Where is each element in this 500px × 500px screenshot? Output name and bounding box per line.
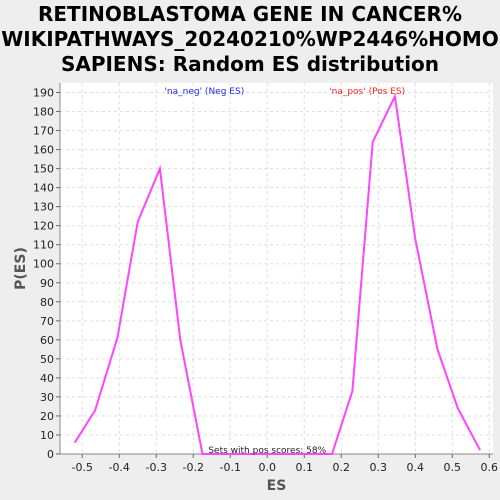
x-tick-label: -0.3 bbox=[145, 461, 166, 474]
y-tick-label: 170 bbox=[33, 125, 54, 138]
series-line bbox=[73, 92, 481, 455]
chart-title: RETINOBLASTOMA GENE IN CANCER% WIKIPATHW… bbox=[0, 2, 500, 77]
title-line: SAPIENS: Random ES distribution bbox=[60, 52, 440, 76]
annotation-label: 'na_neg' (Neg ES) bbox=[164, 87, 244, 97]
x-tick-label: 0.3 bbox=[370, 461, 388, 474]
y-tick-label: 40 bbox=[40, 372, 54, 385]
y-tick-label: 90 bbox=[40, 277, 54, 290]
x-tick-label: -0.1 bbox=[220, 461, 241, 474]
x-tick-label: -0.2 bbox=[182, 461, 203, 474]
y-tick-label: 160 bbox=[33, 144, 54, 157]
x-tick-label: 0.6 bbox=[481, 461, 499, 474]
y-tick-label: 110 bbox=[33, 239, 54, 252]
annotation-label: Sets with pos scores: 58% bbox=[208, 446, 326, 456]
y-tick-label: 0 bbox=[47, 448, 54, 461]
y-ticks: 0 10 20 30 40 50 60 70 80 90 100 110 120 130 140 150 160… bbox=[33, 87, 60, 461]
y-tick-label: 120 bbox=[33, 220, 54, 233]
title-line: WIKIPATHWAYS_20240210%WP2446%HOMO bbox=[1, 27, 499, 51]
y-tick-label: 60 bbox=[40, 334, 54, 347]
y-tick-label: 80 bbox=[40, 296, 54, 309]
plot-area bbox=[60, 83, 493, 454]
y-tick-label: 30 bbox=[40, 391, 54, 404]
annotations: 'na_neg' (Neg ES) 'na_pos' (Pos ES) Sets w… bbox=[164, 87, 405, 456]
x-tick-label: 0.4 bbox=[407, 461, 425, 474]
y-tick-label: 150 bbox=[33, 163, 54, 176]
title-line: RETINOBLASTOMA GENE IN CANCER% bbox=[37, 2, 462, 26]
y-tick-label: 10 bbox=[40, 429, 54, 442]
x-axis-label: ES bbox=[267, 478, 287, 494]
x-tick-label: 0.5 bbox=[444, 461, 462, 474]
y-tick-label: 70 bbox=[40, 315, 54, 328]
x-tick-label: 0.0 bbox=[258, 461, 276, 474]
y-tick-label: 130 bbox=[33, 201, 54, 214]
y-tick-label: 180 bbox=[33, 106, 54, 119]
y-tick-label: 100 bbox=[33, 258, 54, 271]
x-tick-label: 0.1 bbox=[296, 461, 314, 474]
y-axis-label: P(ES) bbox=[13, 247, 29, 290]
x-tick-label: -0.5 bbox=[71, 461, 92, 474]
grid bbox=[60, 83, 493, 455]
x-tick-label: 0.2 bbox=[333, 461, 351, 474]
series-layer bbox=[73, 92, 481, 455]
x-ticks: -0.5 -0.4 -0.3 -0.2 -0.1 0.0 0.1 0.2 0.3 0.4 0.5 0.… bbox=[71, 454, 498, 474]
y-tick-label: 20 bbox=[40, 410, 54, 423]
x-tick-label: -0.4 bbox=[108, 461, 129, 474]
y-tick-label: 50 bbox=[40, 353, 54, 366]
y-tick-label: 140 bbox=[33, 182, 54, 195]
annotation-label: 'na_pos' (Pos ES) bbox=[329, 87, 405, 97]
y-tick-label: 190 bbox=[33, 87, 54, 100]
